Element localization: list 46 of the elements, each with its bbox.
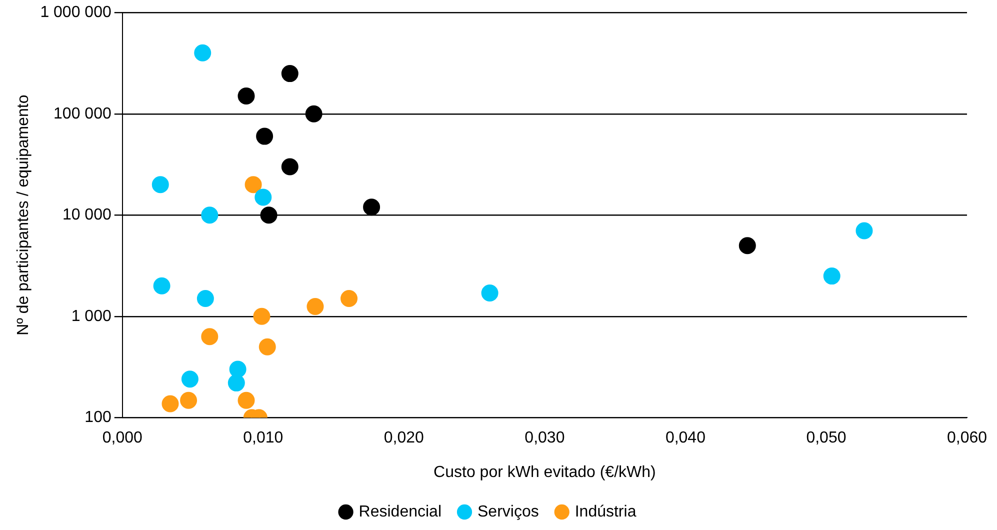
- y-tick-label: 1 000 000: [40, 4, 112, 22]
- x-axis-title: Custo por kWh evitado (€/kWh): [434, 464, 656, 481]
- y-tick-label: 10 000: [62, 206, 112, 224]
- point: [363, 198, 380, 216]
- point: [229, 360, 246, 378]
- point: [281, 158, 298, 176]
- point: [856, 222, 873, 240]
- x-tick-label: 0,040: [665, 430, 706, 447]
- x-tick-label: 0,020: [384, 430, 424, 447]
- legend-label: Serviços: [477, 503, 539, 520]
- point: [244, 176, 262, 194]
- point: [253, 308, 270, 325]
- point: [738, 237, 756, 254]
- point: [238, 392, 255, 409]
- point: [258, 338, 276, 356]
- x-tick-label: 0,030: [524, 430, 565, 447]
- point: [201, 328, 218, 346]
- point: [340, 290, 358, 308]
- point: [306, 298, 324, 316]
- x-tick-label: 0,050: [806, 430, 846, 447]
- point: [152, 176, 169, 194]
- point: [254, 188, 272, 206]
- legend-label: Residencial: [358, 503, 442, 520]
- point: [823, 268, 840, 285]
- point: [228, 374, 245, 392]
- point: [260, 206, 278, 224]
- x-tick-label: 0,010: [243, 430, 284, 447]
- point: [481, 284, 498, 302]
- legend-label: Indústria: [574, 503, 636, 520]
- point: [194, 44, 212, 62]
- point: [162, 395, 179, 412]
- point: [256, 128, 274, 145]
- point: [180, 392, 198, 409]
- y-tick-label: 100 000: [54, 105, 112, 122]
- point: [305, 105, 322, 122]
- point: [281, 65, 298, 82]
- x-tick-label: 0,000: [102, 430, 142, 447]
- point: [201, 206, 218, 224]
- y-tick-label: 1 000: [71, 308, 112, 325]
- point: [238, 88, 255, 105]
- point: [153, 277, 170, 294]
- point: [196, 290, 214, 308]
- point: [181, 370, 198, 388]
- y-axis-title: Nº de participantes / equipamento: [15, 94, 32, 336]
- y-tick-label: 100: [84, 409, 112, 426]
- x-tick-label: 0,060: [946, 430, 988, 447]
